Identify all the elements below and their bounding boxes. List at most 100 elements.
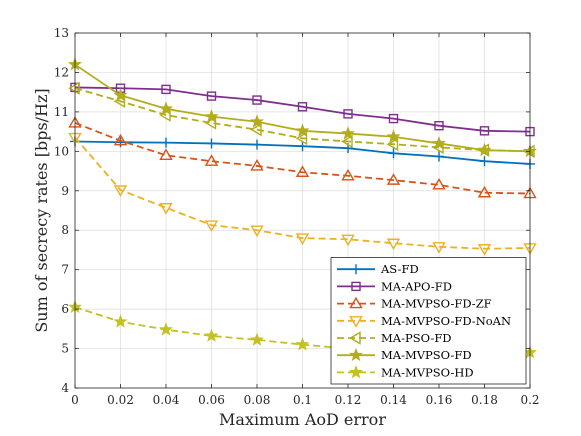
legend-label: MA-MVPSO-HD: [381, 365, 474, 379]
legend-marker: [349, 316, 363, 328]
data-point: [295, 337, 310, 351]
data-point: [388, 113, 399, 124]
data-point: [388, 148, 399, 159]
legend-marker: [349, 331, 361, 345]
data-point: [341, 134, 353, 149]
y-tick-label: 9: [61, 184, 69, 198]
data-point: [159, 203, 173, 215]
legend-entry: AS-FD: [337, 262, 419, 276]
x-tick-label: 0.18: [471, 393, 498, 407]
data-point: [252, 139, 262, 150]
data-point: [434, 120, 444, 131]
x-tick-label: 0.12: [335, 393, 362, 407]
y-tick-label: 8: [61, 223, 69, 237]
data-point: [386, 129, 401, 143]
data-point: [204, 109, 219, 123]
legend-marker: [349, 365, 363, 379]
data-point: [477, 185, 492, 198]
legend-entry: MA-MVPSO-FD-ZF: [337, 297, 492, 311]
legend-label: MA-PSO-FD: [381, 331, 452, 345]
y-tick-label: 13: [54, 26, 69, 40]
data-point: [204, 220, 219, 232]
series-line: [74, 136, 531, 250]
legend-label: MA-MVPSO-FD-NoAN: [381, 314, 511, 328]
y-tick-label: 7: [61, 263, 69, 277]
y-tick-label: 5: [61, 342, 69, 356]
data-point: [341, 234, 355, 247]
data-point: [295, 165, 310, 177]
y-tick-label: 4: [61, 381, 69, 395]
legend-label: AS-FD: [380, 262, 419, 276]
x-tick-label: 0.1: [293, 393, 312, 407]
data-point: [295, 233, 310, 246]
data-point: [432, 177, 446, 190]
data-point: [159, 101, 173, 115]
x-tick-label: 0.16: [426, 393, 453, 407]
data-point: [343, 109, 353, 119]
data-point: [206, 91, 217, 101]
data-point: [204, 154, 219, 166]
axis-ticks: 0 0.02 0.04 0.06 0.08 0.1 0.12 0.14 0.16 0.18 0.2 4…: [54, 26, 540, 407]
legend: AS-FD MA-APO-FD MA-MVPSO-FD-ZF MA-MVPSO-FD-…: [330, 257, 527, 385]
x-tick-label: 0.06: [198, 393, 225, 407]
data-point: [477, 142, 492, 157]
x-tick-label: 0.02: [107, 393, 134, 407]
data-point: [341, 126, 355, 140]
data-point: [386, 238, 401, 251]
data-point: [295, 131, 308, 146]
series-line: [74, 122, 531, 195]
data-point: [386, 173, 401, 185]
data-point: [479, 126, 490, 136]
legend-marker: [349, 296, 363, 309]
data-point: [113, 314, 128, 328]
x-tick-label: 0.2: [520, 393, 539, 407]
legend-entry: MA-APO-FD: [337, 279, 452, 293]
x-tick-label: 0: [71, 393, 79, 407]
legend-marker: [349, 347, 363, 362]
y-tick-label: 6: [61, 302, 69, 316]
legend-entry: MA-MVPSO-FD-NoAN: [337, 314, 511, 328]
data-point: [252, 95, 262, 105]
legend-entry: MA-MVPSO-HD: [337, 365, 474, 379]
data-point: [341, 168, 355, 181]
data-point: [113, 87, 128, 102]
series-line: [74, 87, 531, 153]
series-line: [74, 86, 531, 133]
data-point: [432, 242, 446, 254]
data-point: [161, 137, 171, 148]
data-point: [68, 81, 80, 95]
data-point: [161, 84, 171, 95]
data-point: [295, 123, 310, 137]
data-point: [250, 332, 264, 346]
data-point: [250, 122, 262, 137]
legend-label: MA-MVPSO-FD: [381, 348, 472, 362]
data-point: [206, 138, 217, 149]
data-point: [113, 133, 128, 146]
legend-marker: [351, 264, 361, 275]
y-axis-label: Sum of secrecy rates [bps/Hz]: [32, 88, 51, 332]
x-tick-label: 0.14: [380, 393, 407, 407]
legend-entry: MA-PSO-FD: [337, 331, 452, 345]
data-point: [250, 159, 264, 171]
legend-label: MA-MVPSO-FD-ZF: [381, 297, 492, 311]
data-point: [477, 244, 492, 256]
data-point: [159, 148, 173, 160]
x-axis-label: Maximum AoD error: [219, 410, 386, 429]
legend-entry: MA-MVPSO-FD: [337, 347, 472, 362]
data-point: [297, 102, 308, 112]
y-tick-label: 12: [54, 65, 69, 79]
data-point: [432, 136, 446, 150]
data-point: [479, 156, 490, 167]
data-point: [434, 151, 444, 162]
y-tick-label: 10: [54, 144, 69, 158]
x-tick-label: 0.08: [244, 393, 271, 407]
x-tick-label: 0.04: [153, 393, 180, 407]
data-point: [113, 185, 128, 197]
legend-label: MA-APO-FD: [381, 279, 452, 293]
y-tick-label: 11: [54, 105, 69, 119]
series-ma-mvpso-fd-noan: [68, 132, 537, 256]
legend-marker: [351, 281, 361, 292]
data-point: [159, 322, 173, 336]
data-point: [297, 141, 308, 152]
